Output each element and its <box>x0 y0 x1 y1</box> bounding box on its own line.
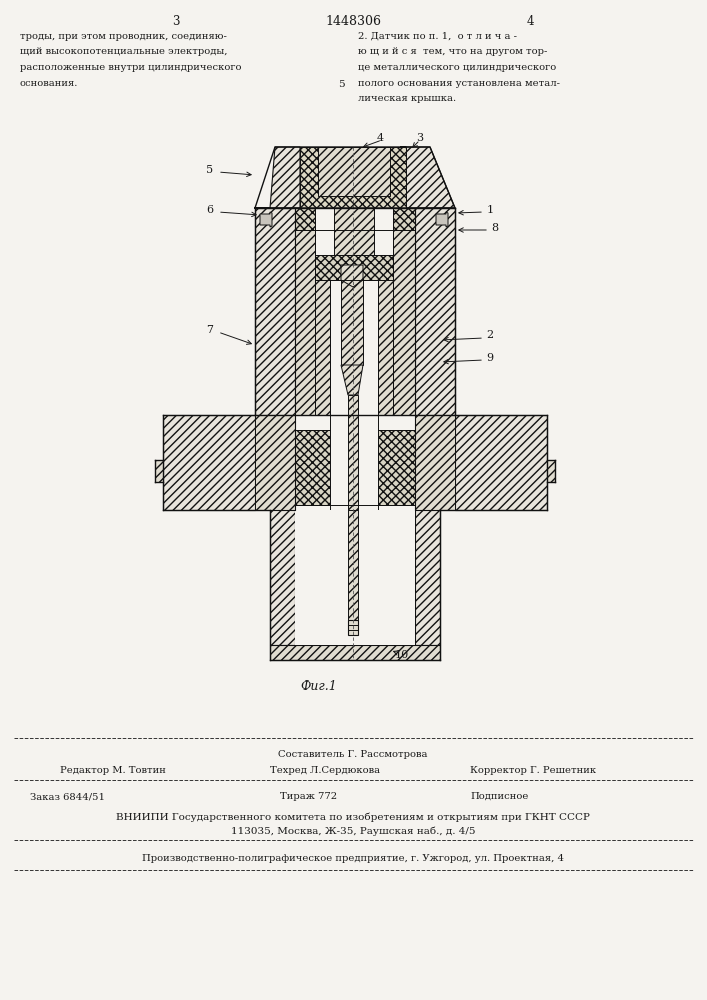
Polygon shape <box>436 212 448 227</box>
Polygon shape <box>341 365 363 395</box>
Bar <box>415 415 455 510</box>
Bar <box>348 620 358 635</box>
Bar <box>295 208 315 230</box>
Bar <box>315 255 393 280</box>
Text: 2. Датчик по п. 1,  о т л и ч а -: 2. Датчик по п. 1, о т л и ч а - <box>358 32 517 41</box>
Bar <box>255 208 295 415</box>
Text: 1: 1 <box>486 205 493 215</box>
Text: Тираж 772: Тираж 772 <box>280 792 337 801</box>
Text: 6: 6 <box>206 205 214 215</box>
Text: 113035, Москва, Ж-35, Раушская наб., д. 4/5: 113035, Москва, Ж-35, Раушская наб., д. … <box>230 826 475 835</box>
Text: 3: 3 <box>173 15 180 28</box>
Bar <box>455 415 547 510</box>
Bar <box>315 280 330 415</box>
Polygon shape <box>260 212 272 227</box>
Bar <box>255 415 295 510</box>
Bar <box>295 510 415 645</box>
Bar <box>295 208 315 415</box>
Text: расположенные внутри цилиндрического: расположенные внутри цилиндрического <box>20 63 242 72</box>
Text: ВНИИПИ Государственного комитета по изобретениям и открытиям при ГКНТ СССР: ВНИИПИ Государственного комитета по изоб… <box>116 812 590 822</box>
Text: 4: 4 <box>376 133 384 143</box>
Text: 4: 4 <box>526 15 534 28</box>
Bar <box>330 415 378 510</box>
Bar <box>348 510 358 620</box>
Text: 5: 5 <box>338 80 344 89</box>
Bar <box>155 460 163 482</box>
Bar <box>393 208 415 230</box>
Bar <box>270 645 440 660</box>
Text: 5: 5 <box>206 165 214 175</box>
Text: щий высокопотенциальные электроды,: щий высокопотенциальные электроды, <box>20 47 228 56</box>
Text: полого основания установлена метал-: полого основания установлена метал- <box>358 79 560 88</box>
Text: 2: 2 <box>486 330 493 340</box>
Bar <box>318 147 390 196</box>
Bar <box>378 280 393 415</box>
Text: 1448306: 1448306 <box>325 15 381 28</box>
Bar <box>415 208 455 415</box>
Text: троды, при этом проводник, соединяю-: троды, при этом проводник, соединяю- <box>20 32 227 41</box>
Polygon shape <box>400 147 455 208</box>
Bar <box>415 510 440 645</box>
Text: 9: 9 <box>486 353 493 363</box>
Bar <box>348 395 358 510</box>
Bar <box>295 430 330 505</box>
Text: лическая крышка.: лическая крышка. <box>358 94 456 103</box>
Text: 3: 3 <box>416 133 423 143</box>
Polygon shape <box>341 265 363 287</box>
Bar <box>270 510 295 645</box>
Text: Техред Л.Сердюкова: Техред Л.Сердюкова <box>270 766 380 775</box>
Bar <box>341 280 363 365</box>
Bar <box>393 208 415 415</box>
Text: 7: 7 <box>206 325 214 335</box>
Text: Заказ 6844/51: Заказ 6844/51 <box>30 792 105 801</box>
Polygon shape <box>255 147 300 208</box>
Text: основания.: основания. <box>20 79 78 88</box>
Text: Редактор М. Товтин: Редактор М. Товтин <box>60 766 166 775</box>
Text: Корректор Г. Решетник: Корректор Г. Решетник <box>470 766 596 775</box>
Bar <box>300 147 406 208</box>
Text: Подписное: Подписное <box>470 792 528 801</box>
Text: Составитель Г. Рассмотрова: Составитель Г. Рассмотрова <box>279 750 428 759</box>
Text: ю щ и й с я  тем, что на другом тор-: ю щ и й с я тем, что на другом тор- <box>358 47 547 56</box>
Bar <box>330 280 378 415</box>
Bar <box>334 208 374 255</box>
Text: це металлического цилиндрического: це металлического цилиндрического <box>358 63 556 72</box>
Bar <box>378 430 415 505</box>
Text: Производственно-полиграфическое предприятие, г. Ужгород, ул. Проектная, 4: Производственно-полиграфическое предприя… <box>142 854 564 863</box>
Text: Фиг.1: Фиг.1 <box>300 680 337 693</box>
Text: 10: 10 <box>395 650 409 660</box>
Bar <box>163 415 255 510</box>
Text: 8: 8 <box>491 223 498 233</box>
Bar <box>547 460 555 482</box>
